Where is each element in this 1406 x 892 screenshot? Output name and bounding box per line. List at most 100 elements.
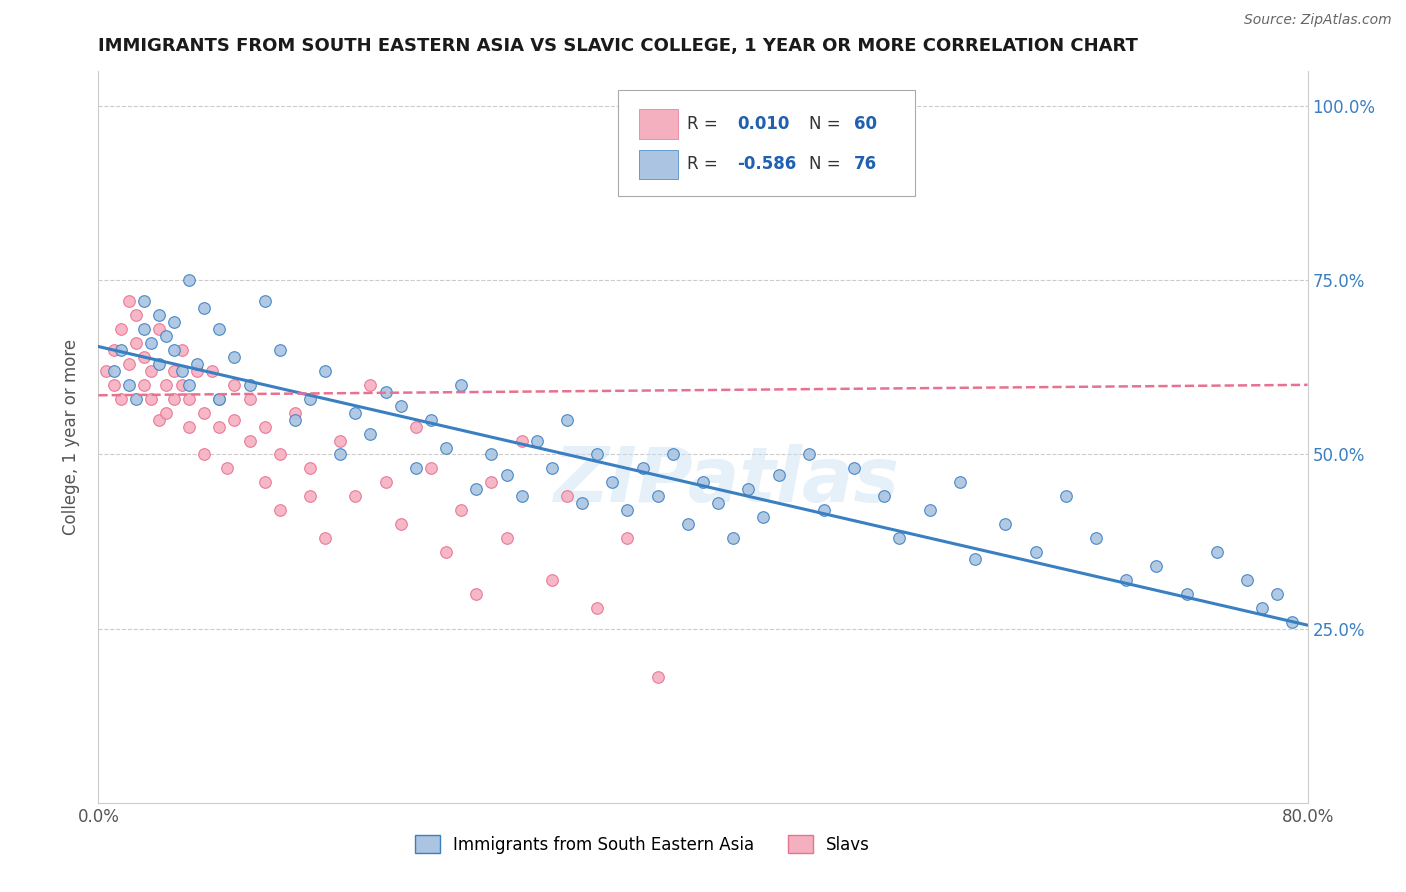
Point [163, 392, 186, 406]
Point [170, 364, 193, 378]
Point [208, 392, 231, 406]
Point [224, 350, 246, 364]
Text: 60: 60 [855, 115, 877, 133]
Text: R =: R = [688, 115, 723, 133]
Point [125, 336, 148, 351]
Point [360, 377, 382, 392]
Point [110, 343, 132, 357]
Point [949, 475, 972, 490]
Point [179, 273, 201, 287]
Point [329, 434, 352, 448]
Point [1024, 545, 1046, 559]
Point [918, 503, 941, 517]
Text: -0.586: -0.586 [737, 155, 796, 173]
Point [450, 503, 472, 517]
Point [360, 426, 382, 441]
Point [179, 419, 201, 434]
Point [253, 294, 276, 309]
Point [540, 573, 562, 587]
Text: ZIPatlas: ZIPatlas [554, 444, 900, 518]
Point [103, 343, 125, 357]
Point [163, 343, 186, 357]
Point [118, 357, 141, 371]
Text: N =: N = [810, 155, 846, 173]
Point [526, 434, 548, 448]
Point [299, 461, 322, 475]
Point [723, 531, 745, 545]
Point [450, 377, 472, 392]
Point [344, 406, 367, 420]
Point [148, 357, 170, 371]
Point [1206, 545, 1229, 559]
Point [495, 531, 517, 545]
Point [141, 392, 163, 406]
FancyBboxPatch shape [638, 110, 678, 138]
Point [481, 475, 503, 490]
Point [239, 434, 262, 448]
Point [481, 448, 503, 462]
Point [434, 545, 457, 559]
Point [155, 406, 177, 420]
Legend: Immigrants from South Eastern Asia, Slavs: Immigrants from South Eastern Asia, Slav… [408, 829, 877, 860]
Point [148, 412, 170, 426]
Point [374, 475, 396, 490]
Point [405, 419, 427, 434]
Y-axis label: College, 1 year or more: College, 1 year or more [62, 339, 80, 535]
Point [269, 343, 291, 357]
Point [201, 364, 224, 378]
Point [269, 448, 291, 462]
Point [193, 448, 215, 462]
Point [94, 364, 117, 378]
FancyBboxPatch shape [619, 90, 915, 195]
Text: IMMIGRANTS FROM SOUTH EASTERN ASIA VS SLAVIC COLLEGE, 1 YEAR OR MORE CORRELATION: IMMIGRANTS FROM SOUTH EASTERN ASIA VS SL… [98, 37, 1139, 54]
Text: 76: 76 [855, 155, 877, 173]
Point [465, 587, 488, 601]
Point [253, 419, 276, 434]
Point [1144, 558, 1167, 573]
Point [1281, 615, 1303, 629]
Point [163, 315, 186, 329]
Point [329, 448, 352, 462]
Point [389, 399, 412, 413]
Point [132, 294, 155, 309]
Point [314, 531, 336, 545]
Point [465, 483, 488, 497]
Point [586, 448, 609, 462]
Point [239, 377, 262, 392]
Point [132, 377, 155, 392]
Text: 0.010: 0.010 [737, 115, 789, 133]
Point [602, 475, 624, 490]
Point [170, 377, 193, 392]
Point [965, 552, 987, 566]
Point [510, 489, 533, 503]
Point [752, 510, 775, 524]
Point [163, 364, 186, 378]
Point [193, 301, 215, 316]
Point [141, 364, 163, 378]
Point [155, 377, 177, 392]
Point [299, 489, 322, 503]
Point [420, 461, 443, 475]
Point [208, 419, 231, 434]
Point [495, 468, 517, 483]
Text: R =: R = [688, 155, 723, 173]
Point [253, 475, 276, 490]
Point [405, 461, 427, 475]
Point [155, 329, 177, 343]
Point [676, 517, 699, 532]
Point [239, 392, 262, 406]
Point [571, 496, 593, 510]
Point [434, 441, 457, 455]
Point [1236, 573, 1258, 587]
Point [118, 377, 141, 392]
Point [224, 377, 246, 392]
Point [186, 364, 208, 378]
Point [647, 670, 669, 684]
Point [132, 322, 155, 336]
Point [314, 364, 336, 378]
Point [179, 392, 201, 406]
Text: N =: N = [810, 115, 846, 133]
Point [208, 392, 231, 406]
Point [586, 600, 609, 615]
Point [813, 503, 835, 517]
